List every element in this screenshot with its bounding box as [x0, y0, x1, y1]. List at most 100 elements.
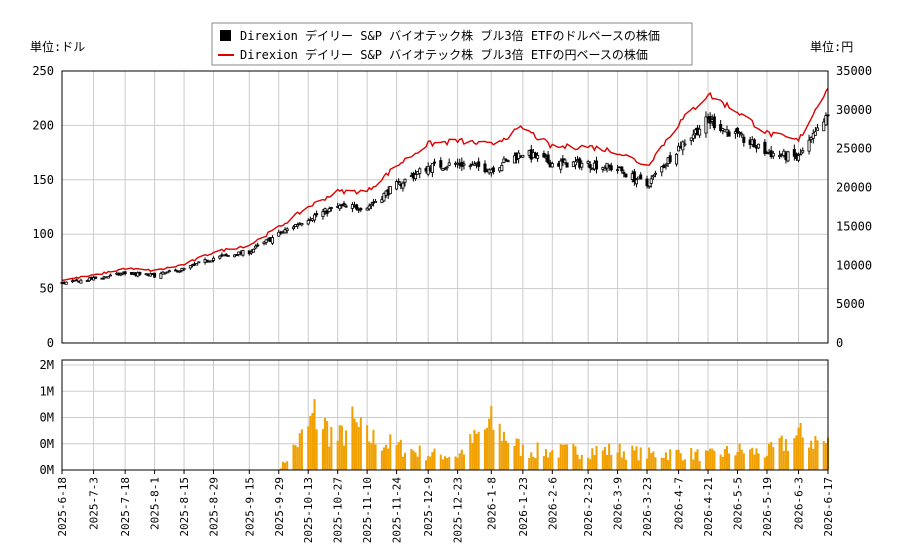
volume-bar — [654, 457, 657, 470]
volume-bar — [778, 438, 781, 470]
candle-body — [327, 208, 331, 213]
volume-bar — [342, 445, 346, 470]
volume-bar — [321, 429, 324, 470]
volume-bar — [780, 435, 783, 470]
volume-bar — [336, 440, 339, 470]
right-tick-label: 20000 — [836, 181, 872, 195]
volume-bar — [578, 459, 581, 470]
volume-bar — [709, 448, 712, 470]
volume-bar — [574, 446, 577, 470]
volume-bar — [648, 447, 651, 470]
volume-bar — [353, 418, 356, 470]
x-tick-label: 2026-6-17 — [822, 477, 835, 537]
right-tick-label: 0 — [836, 336, 843, 350]
volume-bar — [477, 431, 480, 470]
volume-bar — [572, 443, 575, 470]
candle-body — [270, 237, 274, 244]
candle-body — [792, 148, 796, 157]
volume-bar — [810, 440, 813, 470]
x-tick-label: 2026-5-5 — [732, 477, 745, 530]
volume-bar — [441, 459, 444, 470]
candle-body — [300, 223, 304, 226]
candle-body — [382, 192, 386, 202]
candle-body — [277, 231, 281, 237]
x-tick-label: 2025-9-29 — [273, 477, 286, 537]
x-axis-ticks: 2025-6-18 2025-7-3 2025-7-18 2025-8-1 2025-8… — [56, 470, 835, 543]
candle-body — [256, 244, 260, 247]
candle-body — [811, 132, 815, 139]
volume-bar — [690, 448, 693, 470]
candle-body — [536, 154, 540, 159]
volume-bar — [536, 442, 539, 470]
volume-bar — [822, 441, 825, 470]
volume-bar — [768, 443, 771, 470]
candle-body — [138, 271, 142, 275]
volume-bar — [736, 451, 739, 470]
candle-body — [401, 182, 405, 189]
candle-body — [822, 121, 826, 132]
candle-body — [645, 178, 649, 187]
volume-bar — [429, 456, 432, 470]
candle-body — [674, 153, 678, 165]
volume-bar — [456, 457, 459, 470]
candle-body — [546, 154, 550, 164]
candle-body — [586, 161, 590, 164]
volume-bar — [490, 405, 493, 470]
candle-body — [664, 164, 668, 167]
left-axis-unit: 単位:ドル — [30, 39, 85, 54]
candle-body — [123, 271, 127, 274]
candle-body — [542, 152, 546, 158]
candle-body — [719, 124, 723, 131]
candle-body — [472, 163, 476, 166]
x-tick-label: 2025-6-18 — [56, 477, 69, 537]
candle-body — [740, 133, 744, 136]
volume-bar — [816, 440, 819, 470]
candle-body — [689, 137, 693, 141]
right-tick-label: 25000 — [836, 142, 872, 156]
volume-bar — [399, 439, 402, 470]
candle-body — [94, 276, 98, 279]
candle-body — [603, 167, 607, 171]
candle-body — [106, 276, 110, 279]
legend-swatch-candle — [220, 30, 231, 41]
volume-bar — [723, 448, 726, 470]
candle-body — [344, 205, 348, 208]
candle-body — [609, 165, 613, 171]
volume-bar — [530, 452, 533, 470]
x-tick-label: 2026-5-19 — [761, 477, 774, 537]
volume-bar — [667, 460, 670, 470]
x-tick-label: 2026-2-23 — [582, 477, 595, 537]
candle-body — [321, 211, 325, 217]
volume-axis-ticks: 0M 0M 0M 1M 2M — [40, 358, 54, 477]
candle-body — [254, 245, 258, 249]
volume-bar — [738, 443, 741, 470]
candle-body — [315, 213, 319, 216]
right-axis-ticks: 0 5000 10000 15000 20000 25000 30000 35000 — [836, 64, 872, 350]
x-tick-label: 2025-7-3 — [88, 477, 101, 530]
volume-bar — [740, 449, 743, 470]
x-tick-label: 2026-6-3 — [793, 477, 806, 530]
candle-body — [432, 161, 436, 164]
candle-body — [165, 271, 169, 274]
candle-body — [639, 174, 643, 180]
left-tick-label: 100 — [32, 227, 54, 241]
volume-bar — [675, 449, 678, 470]
candle-body — [355, 204, 359, 210]
volume-bar — [606, 454, 609, 470]
volume-tick-label: 1M — [40, 384, 54, 398]
volume-bar — [528, 457, 531, 470]
volume-bar — [534, 458, 537, 470]
candle-body — [677, 145, 681, 152]
volume-tick-label: 0M — [40, 411, 54, 425]
candle-body — [251, 248, 256, 253]
volume-bar — [725, 446, 729, 470]
x-tick-label: 2025-11-10 — [361, 477, 374, 543]
volume-bar — [427, 456, 430, 470]
volume-bar — [799, 422, 802, 470]
volume-bar — [757, 453, 760, 470]
candle-body — [491, 167, 495, 173]
x-tick-label: 2025-12-23 — [452, 477, 465, 543]
volume-bar — [515, 438, 518, 470]
volume-bar — [591, 448, 594, 470]
